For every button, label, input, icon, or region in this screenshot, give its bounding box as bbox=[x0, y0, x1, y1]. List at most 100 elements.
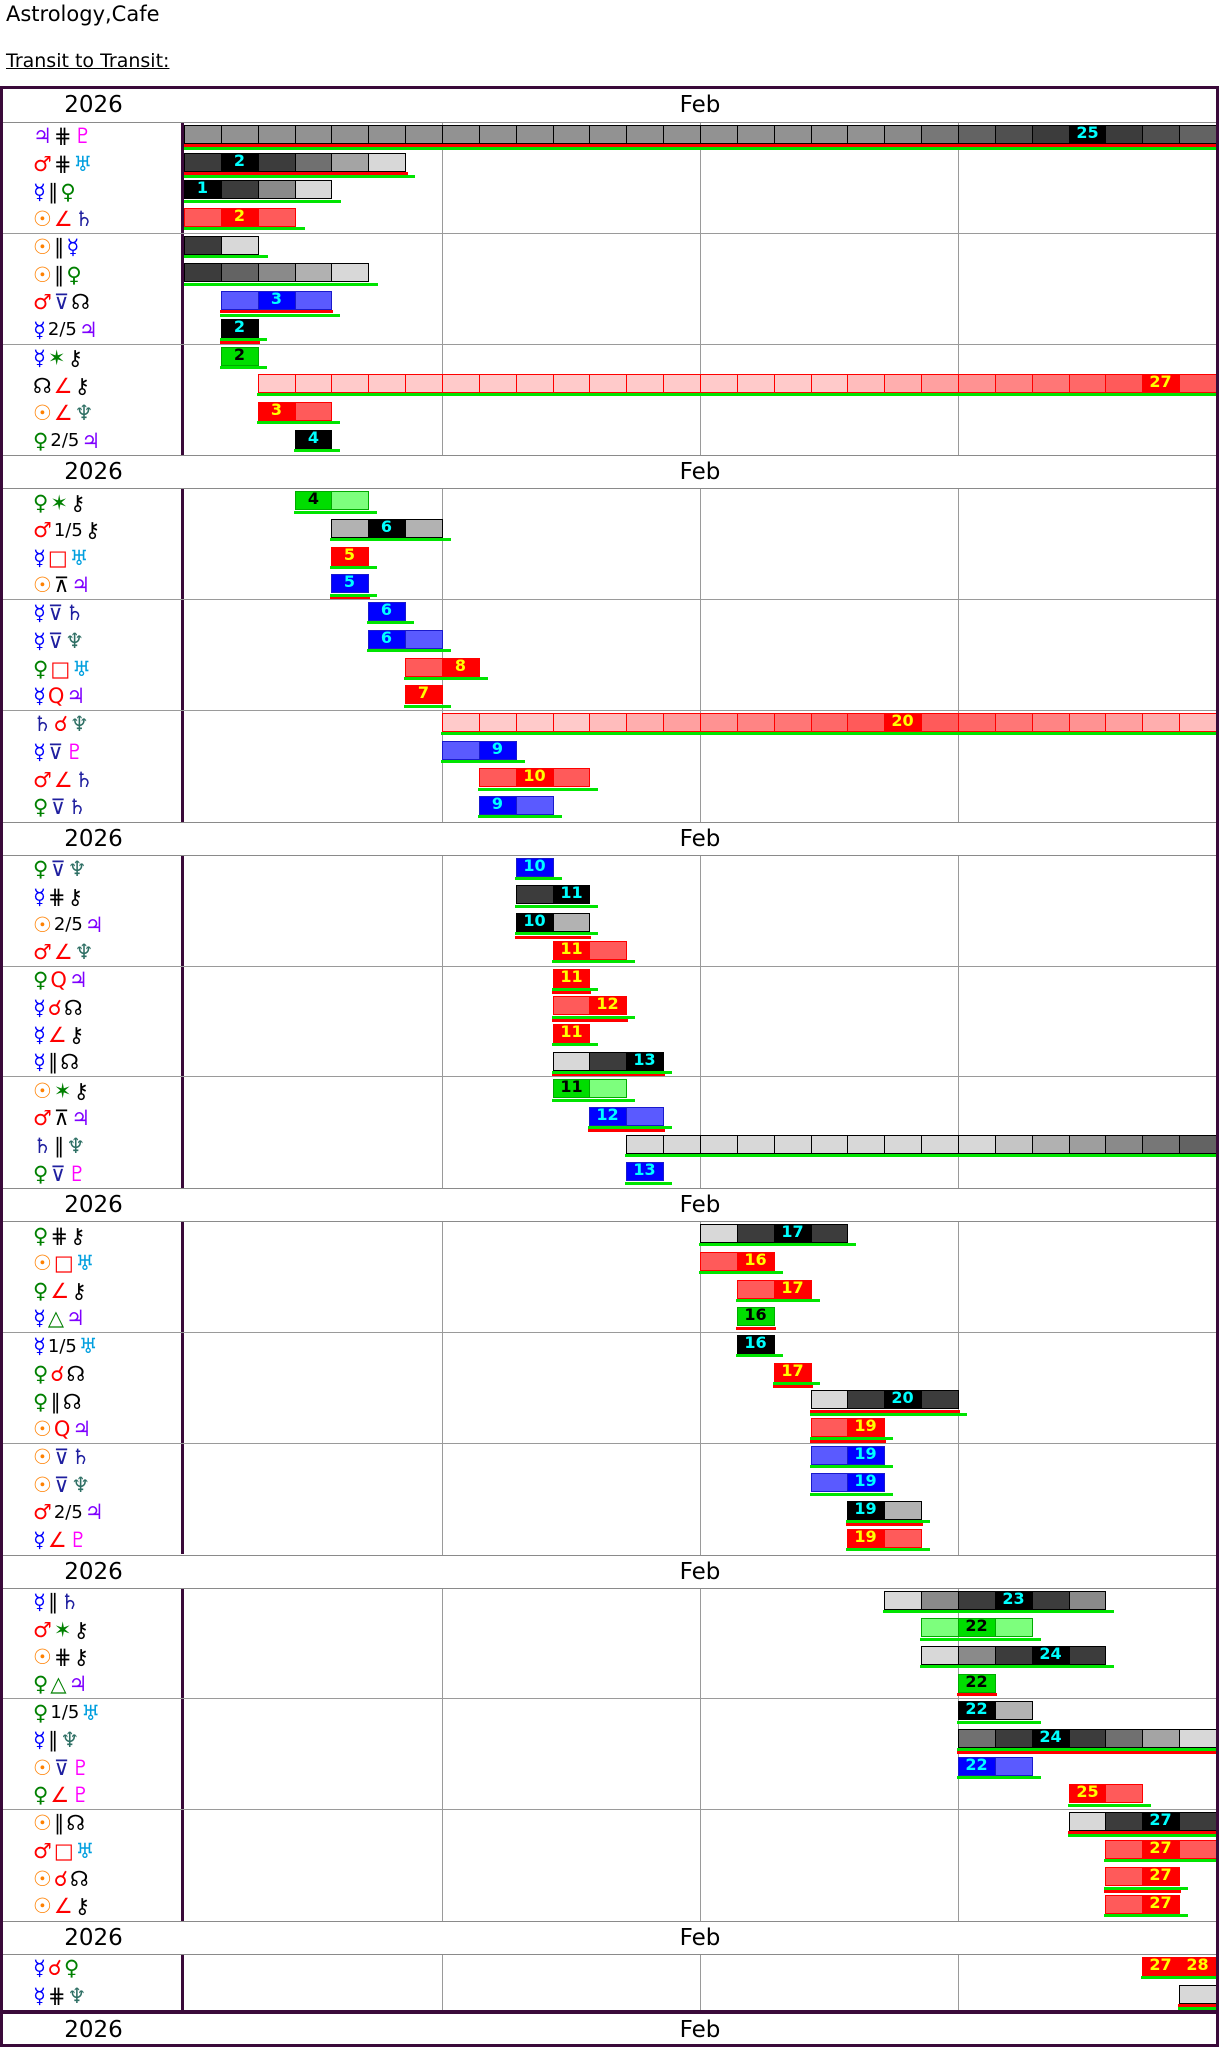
aspect-glyph: ☊ bbox=[69, 1866, 89, 1891]
aspect-glyph: ∠ bbox=[47, 1528, 67, 1553]
aspect-label: ♀ ⋕ ⚷ bbox=[3, 1222, 184, 1250]
gantt-bar-cell bbox=[1179, 125, 1216, 144]
gantt-bar-cell bbox=[221, 180, 259, 200]
transit-row: ♀ Q ♃ 11 bbox=[3, 966, 1216, 995]
year-label: 2026 bbox=[64, 825, 123, 852]
aspect-glyph: □ bbox=[47, 546, 68, 571]
transit-row: ♄ ∥ ♆ bbox=[3, 1132, 1216, 1161]
underline-green bbox=[552, 1070, 672, 1074]
gantt-bar-cell bbox=[1032, 1590, 1070, 1610]
row-timeline: 2 bbox=[184, 317, 1216, 344]
aspect-glyph: ♄ bbox=[67, 795, 87, 820]
transit-row: ☿ ∠ ♇ 19 bbox=[3, 1526, 1216, 1555]
row-timeline: 12 bbox=[184, 994, 1216, 1022]
aspect-glyph: ⚷ bbox=[71, 1278, 87, 1303]
row-timeline: 20 bbox=[184, 711, 1216, 739]
exact-day-number: 28 bbox=[1186, 1954, 1209, 1974]
gantt-bar-cell bbox=[884, 1134, 922, 1154]
aspect-glyph: ∥ bbox=[47, 1728, 59, 1753]
underline-green bbox=[257, 421, 340, 425]
exact-day-number: 4 bbox=[307, 489, 320, 509]
row-timeline: 1 bbox=[184, 178, 1216, 206]
aspect-label: ☉ ∠ ♆ bbox=[3, 399, 184, 428]
aspect-glyph: ♅ bbox=[69, 546, 89, 571]
aspect-glyph: ♀ bbox=[33, 1389, 49, 1414]
aspect-glyph: ♃ bbox=[72, 1416, 92, 1441]
transit-row: ♃ ⋕ ♇ 25 bbox=[3, 123, 1216, 151]
gantt-bar-cell bbox=[1179, 374, 1216, 394]
aspect-label: ♀ ☌ ☊ bbox=[3, 1360, 184, 1389]
aspect-label: ☿ ∥ ☊ bbox=[3, 1049, 184, 1077]
gantt-bar-cell bbox=[368, 374, 406, 394]
row-timeline: 22 bbox=[184, 1616, 1216, 1644]
row-timeline bbox=[184, 261, 1216, 289]
gantt-bar-cell bbox=[368, 125, 406, 144]
aspect-glyph: ♀ bbox=[33, 1361, 49, 1386]
aspect-glyph: ☉ bbox=[33, 1756, 52, 1781]
aspect-glyph: ∠ bbox=[53, 206, 73, 231]
exact-day-number: 16 bbox=[744, 1305, 767, 1325]
aspect-glyph: ∠ bbox=[53, 939, 73, 964]
aspect-label: ♀ 1/5 ♅ bbox=[3, 1699, 184, 1727]
aspect-glyph: ⚷ bbox=[70, 490, 86, 515]
gantt-bar-cell bbox=[847, 1390, 885, 1410]
aspect-glyph: ☿ bbox=[33, 1589, 46, 1614]
exact-day-number: 23 bbox=[1002, 1588, 1025, 1608]
aspect-glyph: ♅ bbox=[73, 152, 93, 177]
gantt-bar-cell bbox=[737, 1307, 775, 1327]
transit-table: 2026 Feb ♃ ⋕ ♇ 25 ♂ ⋕ ♅ 2 ☿ ∥ ♀ 1 ☉ ∠ ♄ 2 ☉ ∥ ☿ ☉ ∥ ♀ ♂ ⊽ ☊ 3 ☿ 2/5 ♃ 2… bbox=[0, 86, 1219, 2048]
transit-row: ♂ 2/5 ♃ 19 bbox=[3, 1499, 1216, 1527]
row-timeline: 22 bbox=[184, 1672, 1216, 1699]
gantt-bar-cell bbox=[553, 374, 590, 394]
transit-row: ♀ ∠ ⚷ 17 bbox=[3, 1277, 1216, 1306]
aspect-glyph: ⊽ bbox=[53, 1756, 70, 1781]
aspect-glyph: ♆ bbox=[65, 629, 85, 654]
gantt-bar-cell bbox=[1142, 1134, 1180, 1154]
aspect-glyph: ∥ bbox=[47, 1050, 59, 1075]
underline-green bbox=[330, 538, 451, 542]
row-timeline: 19 bbox=[184, 1471, 1216, 1499]
underline-green bbox=[478, 787, 598, 791]
aspect-glyph: ♆ bbox=[69, 712, 89, 737]
gantt-bar-cell bbox=[479, 712, 517, 732]
gantt-bar-cell bbox=[663, 712, 701, 732]
aspect-glyph: ♄ bbox=[71, 1445, 91, 1470]
row-timeline: 10 bbox=[184, 911, 1216, 939]
aspect-glyph: ⊽ bbox=[53, 1445, 70, 1470]
aspect-glyph: ☿ bbox=[33, 1528, 46, 1553]
aspect-glyph: ⚷ bbox=[73, 1617, 89, 1642]
gantt-bar-cell bbox=[921, 712, 959, 732]
underline-green bbox=[478, 815, 562, 819]
gantt-bar-cell bbox=[1069, 712, 1106, 732]
gantt-bar-cell bbox=[331, 152, 369, 172]
underline-green bbox=[294, 448, 340, 452]
aspect-glyph: ⋕ bbox=[50, 1223, 68, 1248]
aspect-glyph: ♄ bbox=[65, 601, 85, 626]
gantt-bar-cell bbox=[626, 712, 664, 732]
aspect-label: ☿ 1/5 ♅ bbox=[3, 1332, 184, 1361]
gantt-bar-cell bbox=[516, 795, 554, 815]
gantt-bar-cell bbox=[1179, 1839, 1216, 1859]
aspect-glyph: ♂ bbox=[33, 518, 52, 543]
aspect-glyph: ♀ bbox=[33, 428, 49, 453]
exact-day-number: 2 bbox=[233, 316, 246, 336]
transit-row: ♂ □ ♅ 27 bbox=[3, 1837, 1216, 1866]
aspect-label: ☉ ☌ ☊ bbox=[3, 1865, 184, 1894]
aspect-glyph: ☉ bbox=[33, 1894, 52, 1919]
underline-green bbox=[552, 960, 635, 964]
gantt-bar-cell bbox=[737, 1134, 775, 1154]
gantt-bar-cell bbox=[405, 519, 443, 539]
aspect-label: ☿ Q ♃ bbox=[3, 683, 184, 710]
gantt-bar-cell bbox=[442, 712, 480, 732]
gantt-bar-cell bbox=[921, 1590, 959, 1610]
row-timeline bbox=[184, 1983, 1216, 2011]
exact-day-number: 22 bbox=[965, 1616, 988, 1636]
exact-day-number: 4 bbox=[307, 427, 320, 447]
gantt-bar-cell bbox=[553, 996, 590, 1016]
exact-day-number: 25 bbox=[1076, 1782, 1099, 1802]
transit-row: ♀ ⊽ ♆ 10 bbox=[3, 855, 1216, 884]
gantt-bar-cell bbox=[221, 346, 259, 366]
week-gridline bbox=[442, 855, 443, 1189]
row-timeline: 19 bbox=[184, 1527, 1216, 1555]
aspect-label: ☉ ⊽ ♆ bbox=[3, 1471, 184, 1500]
